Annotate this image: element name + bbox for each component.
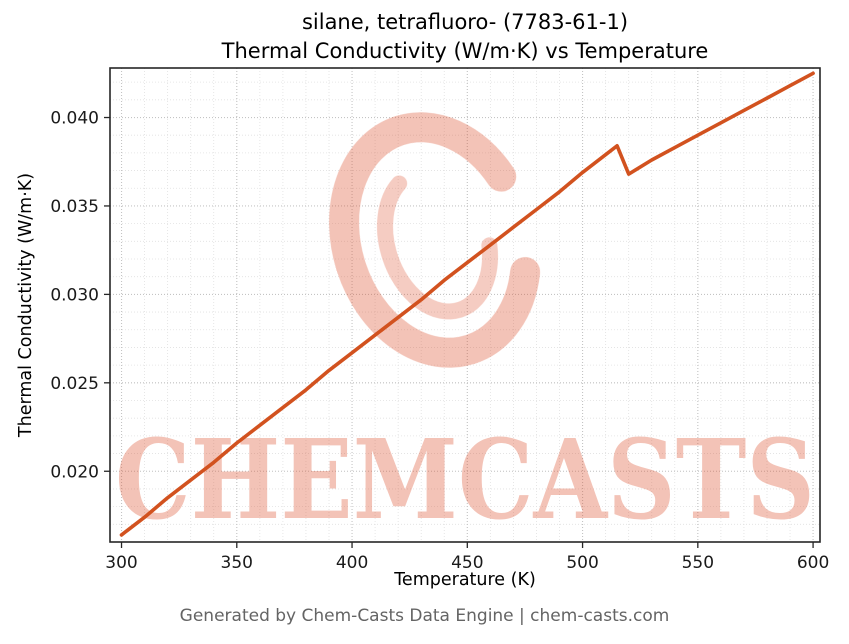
watermark-logo-icon bbox=[329, 112, 541, 368]
grid-major bbox=[110, 68, 820, 542]
x-axis-label: Temperature (K) bbox=[394, 570, 536, 590]
x-ticks bbox=[120, 542, 814, 548]
svg-text:300: 300 bbox=[105, 553, 137, 573]
svg-text:600: 600 bbox=[797, 553, 829, 573]
svg-text:550: 550 bbox=[682, 553, 714, 573]
chart-title-line1: silane, tetrafluoro- (7783-61-1) bbox=[301, 10, 629, 34]
watermark: CHEMCASTS bbox=[115, 112, 815, 544]
y-tick-labels: 0.020 0.025 0.030 0.035 0.040 bbox=[50, 109, 99, 483]
svg-text:0.020: 0.020 bbox=[50, 462, 99, 482]
svg-text:450: 450 bbox=[451, 553, 483, 573]
y-axis-label: Thermal Conductivity (W/m·K) bbox=[16, 172, 36, 438]
y-ticks bbox=[104, 116, 110, 472]
svg-text:350: 350 bbox=[221, 553, 253, 573]
svg-text:0.030: 0.030 bbox=[50, 285, 99, 305]
svg-text:0.035: 0.035 bbox=[50, 197, 99, 217]
chart-title: silane, tetrafluoro- (7783-61-1) Thermal… bbox=[110, 8, 820, 67]
series-line bbox=[119, 71, 815, 537]
svg-text:400: 400 bbox=[336, 553, 368, 573]
svg-text:0.040: 0.040 bbox=[50, 109, 99, 129]
svg-text:500: 500 bbox=[566, 553, 598, 573]
x-tick-labels: 300 350 400 450 500 550 600 bbox=[105, 553, 829, 573]
axes-spines bbox=[109, 67, 821, 543]
chart-title-line2: Thermal Conductivity (W/m·K) vs Temperat… bbox=[221, 39, 709, 64]
watermark-text: CHEMCASTS bbox=[115, 415, 815, 544]
svg-text:0.025: 0.025 bbox=[50, 374, 99, 394]
footer-credit: Generated by Chem-Casts Data Engine | ch… bbox=[179, 606, 670, 626]
